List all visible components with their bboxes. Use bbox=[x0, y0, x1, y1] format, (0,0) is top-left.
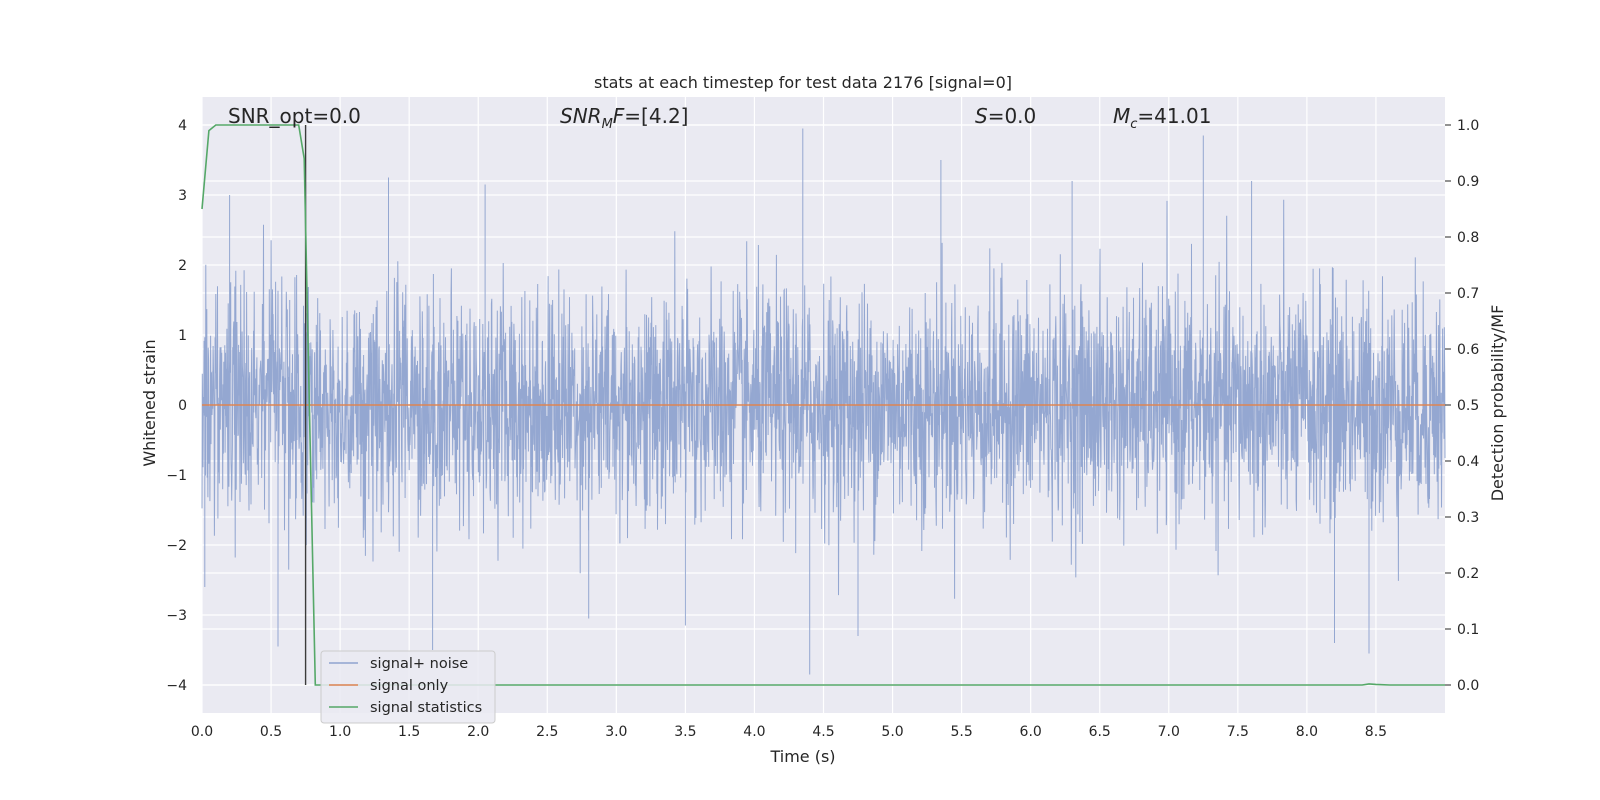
x-tick-label: 1.0 bbox=[329, 724, 351, 740]
y-right-tick-label: 0.8 bbox=[1457, 230, 1479, 246]
x-tick-label: 7.5 bbox=[1227, 724, 1249, 740]
y-axis-title: Whitened strain bbox=[140, 339, 159, 466]
x-tick-label: 3.5 bbox=[674, 724, 696, 740]
y-tick-label: 2 bbox=[178, 258, 187, 274]
x-tick-label: 8.0 bbox=[1296, 724, 1318, 740]
legend-label-signal-only: signal only bbox=[370, 678, 449, 694]
annotation-s: S=0.0 bbox=[975, 104, 1036, 128]
legend-label-signal-noise: signal+ noise bbox=[370, 656, 468, 672]
legend: signal+ noise signal only signal statist… bbox=[320, 650, 496, 724]
x-tick-label: 6.0 bbox=[1020, 724, 1042, 740]
y-right-tick-label: 0.7 bbox=[1457, 286, 1479, 302]
y-right-tick-label: 0.0 bbox=[1457, 678, 1479, 694]
y-right-tick-label: 0.4 bbox=[1457, 454, 1479, 470]
x-tick-label: 6.5 bbox=[1089, 724, 1111, 740]
y-tick-label: −1 bbox=[166, 468, 187, 484]
chart-title: stats at each timestep for test data 217… bbox=[594, 73, 1012, 92]
series-signal-statistics-line bbox=[201, 124, 1445, 686]
x-tick-label: 1.5 bbox=[398, 724, 420, 740]
y-tick-label: 1 bbox=[178, 328, 187, 344]
x-tick-label: 0.0 bbox=[191, 724, 213, 740]
y-right-tick-label: 0.5 bbox=[1457, 398, 1479, 414]
x-tick-label: 4.0 bbox=[743, 724, 765, 740]
annotation-snr-mf: SNRMF=[4.2] bbox=[560, 104, 688, 132]
annotation-snr-opt: SNR_opt=0.0 bbox=[228, 104, 361, 128]
x-tick-label: 2.0 bbox=[467, 724, 489, 740]
y-tick-label: −2 bbox=[166, 538, 187, 554]
y-right-axis-title: Detection probability/MF bbox=[1488, 305, 1507, 502]
x-tick-label: 7.0 bbox=[1158, 724, 1180, 740]
axes-labels: 0.0 0.5 1.0 1.5 2.0 2.5 3.0 3.5 4.0 4.5 5.0 5.5 6.0 6… bbox=[166, 118, 1479, 740]
x-tick-label: 8.5 bbox=[1365, 724, 1387, 740]
x-tick-label: 4.5 bbox=[812, 724, 834, 740]
x-axis-title: Time (s) bbox=[769, 747, 835, 766]
x-tick-label: 5.5 bbox=[950, 724, 972, 740]
y-right-tick-label: 0.9 bbox=[1457, 174, 1479, 190]
y-right-tick-label: 0.3 bbox=[1457, 510, 1479, 526]
y-tick-label: 3 bbox=[178, 188, 187, 204]
y-tick-label: 0 bbox=[178, 398, 187, 414]
annotation-mc: Mc=41.01 bbox=[1113, 104, 1211, 132]
plot-area bbox=[201, 97, 1446, 713]
x-tick-label: 5.0 bbox=[881, 724, 903, 740]
y-tick-label: −4 bbox=[166, 678, 187, 694]
x-tick-label: 0.5 bbox=[260, 724, 282, 740]
y-right-tick-label: 1.0 bbox=[1457, 118, 1479, 134]
legend-label-signal-statistics: signal statistics bbox=[370, 700, 482, 716]
y-tick-label: 4 bbox=[178, 118, 187, 134]
y-tick-label: −3 bbox=[166, 608, 187, 624]
x-tick-label: 2.5 bbox=[536, 724, 558, 740]
y-right-tick-label: 0.1 bbox=[1457, 622, 1479, 638]
legend-box bbox=[320, 650, 496, 724]
y-right-tick-label: 0.6 bbox=[1457, 342, 1479, 358]
x-tick-label: 3.0 bbox=[605, 724, 627, 740]
y-right-tick-label: 0.2 bbox=[1457, 566, 1479, 582]
